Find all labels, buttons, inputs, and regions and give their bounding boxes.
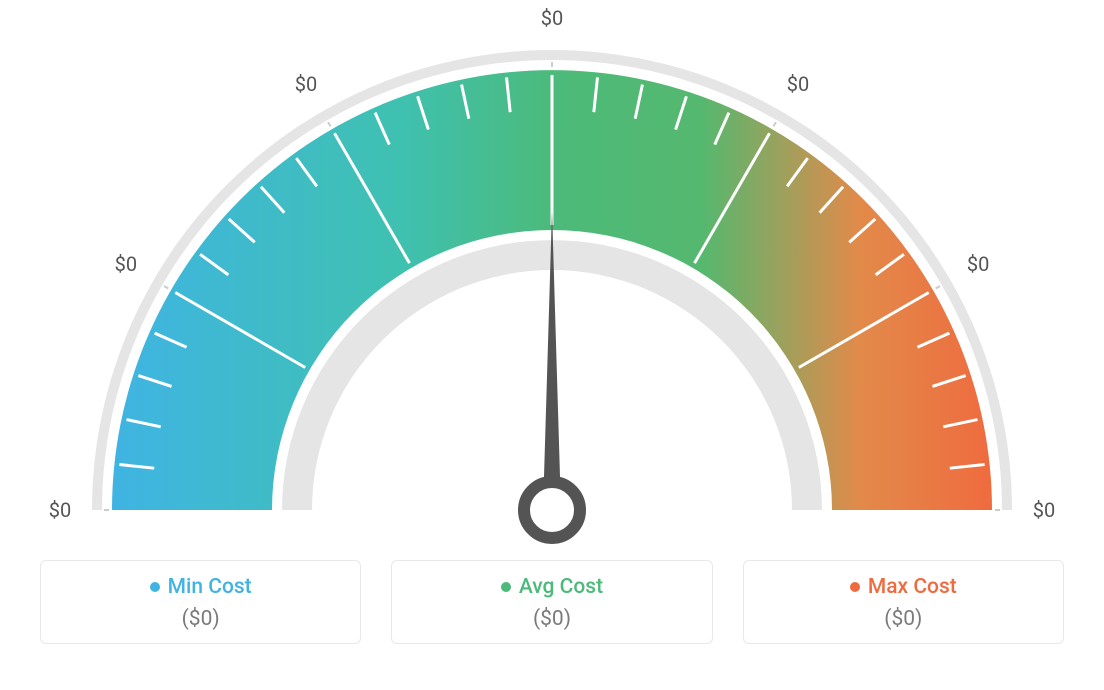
gauge-tick-label: $0 (49, 498, 71, 522)
gauge-tick-label: $0 (115, 252, 137, 276)
legend-value-max: ($0) (884, 607, 922, 631)
gauge-tick-label: $0 (1033, 498, 1055, 522)
gauge-tick-label: $0 (967, 252, 989, 276)
legend-card-max: Max Cost ($0) (743, 560, 1064, 644)
gauge-tick-label: $0 (295, 72, 317, 96)
gauge-svg (52, 10, 1052, 550)
legend-value-min: ($0) (182, 607, 220, 631)
legend-label-avg: Avg Cost (519, 575, 603, 599)
legend-dot-avg (501, 582, 511, 592)
legend-card-avg: Avg Cost ($0) (391, 560, 712, 644)
legend-label-min: Min Cost (168, 575, 252, 599)
legend-label-max: Max Cost (868, 575, 957, 599)
legend-card-min: Min Cost ($0) (40, 560, 361, 644)
legend-dot-min (150, 582, 160, 592)
gauge-tick-label: $0 (541, 6, 563, 30)
cost-gauge: $0$0$0$0$0$0$0 (52, 10, 1052, 550)
gauge-tick-label: $0 (787, 72, 809, 96)
legend-value-avg: ($0) (533, 607, 571, 631)
legend-row: Min Cost ($0) Avg Cost ($0) Max Cost ($0… (40, 560, 1064, 644)
legend-dot-max (850, 582, 860, 592)
